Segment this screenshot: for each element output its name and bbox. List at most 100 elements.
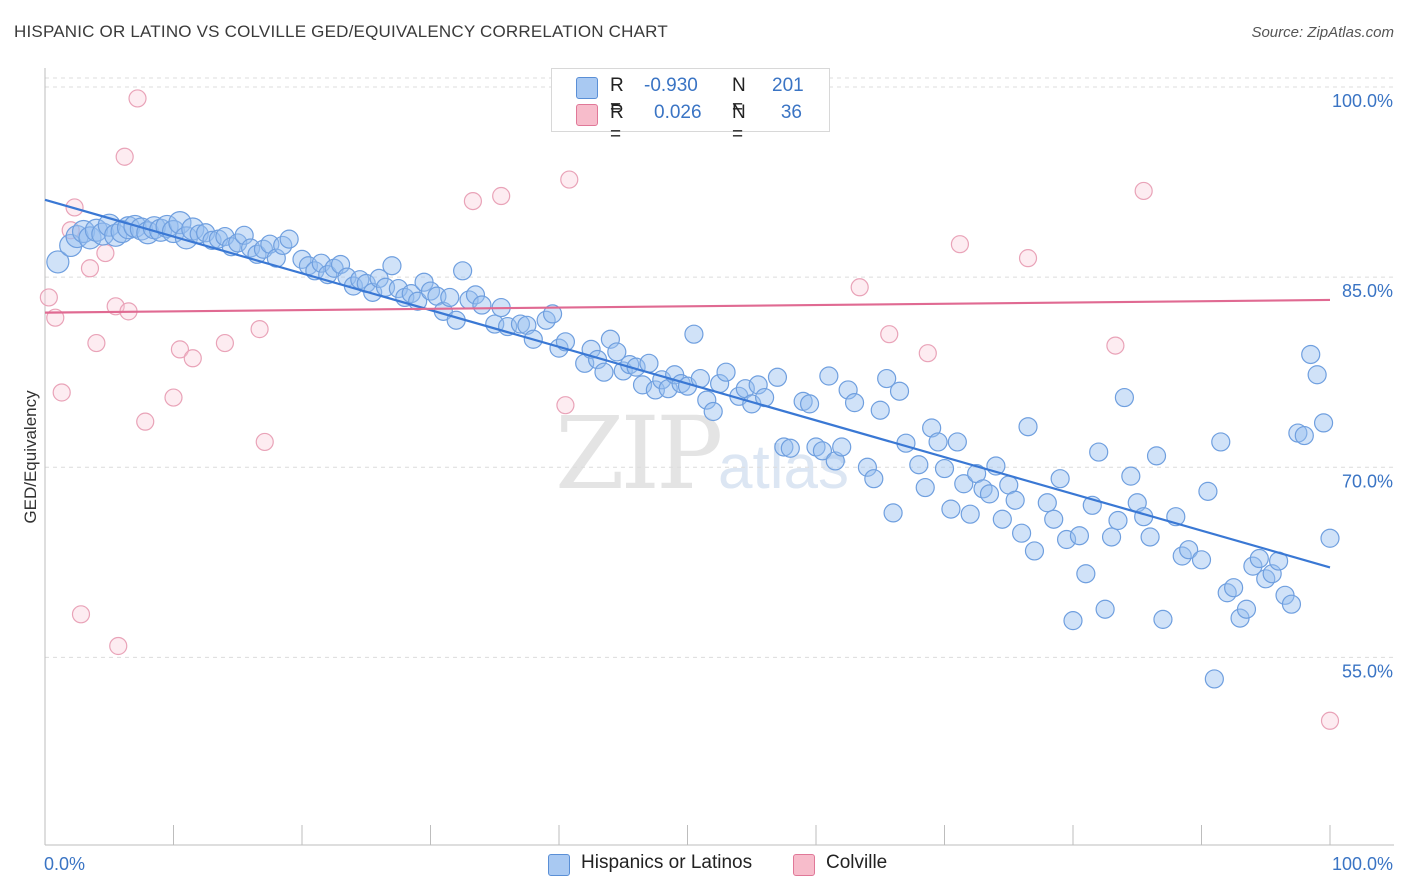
hispanic-point (1256, 569, 1276, 589)
hispanic-point (979, 484, 1000, 504)
hispanic-point (954, 474, 974, 494)
hispanic-point (716, 362, 736, 382)
hispanic-point (1198, 481, 1218, 501)
hispanic-point (1140, 527, 1160, 547)
y-tick-label: 100.0% (1332, 91, 1393, 111)
colville-point (109, 636, 128, 656)
hispanic-point (767, 367, 788, 387)
hispanic-point (915, 477, 935, 498)
hispanic-point (819, 366, 839, 386)
hispanic-point (973, 479, 993, 499)
colville-point (39, 288, 58, 307)
colville-point (71, 605, 91, 624)
hispanic-point (960, 504, 980, 524)
hispanic-point (311, 253, 331, 273)
hispanic-point (941, 499, 961, 519)
hispanic-point (202, 230, 222, 250)
y-axis-label: GED/Equivalency (21, 390, 40, 524)
legend-r-label: R = (610, 75, 624, 118)
watermark-zip: ZIP (555, 395, 723, 512)
y-tick-label: 85.0% (1342, 281, 1393, 301)
colville-point (128, 89, 147, 108)
hispanic-point (517, 315, 537, 335)
hispanic-point (453, 261, 473, 281)
hispanic-point (1243, 556, 1263, 576)
hispanic-point (363, 282, 383, 302)
hispanic-point (697, 390, 717, 410)
hispanic-point (844, 393, 865, 413)
hispanic-point (168, 211, 192, 235)
hispanic-trend-line (44, 198, 1331, 569)
hispanic-point (870, 400, 890, 420)
hispanic-point (1211, 432, 1231, 452)
y-tick-label: 70.0% (1342, 471, 1393, 491)
hispanic-point (909, 455, 929, 475)
hispanic-point (1056, 529, 1077, 550)
hispanic-point (1249, 548, 1269, 569)
chart-source: Source: ZipAtlas.com (1251, 24, 1394, 41)
hispanic-point (780, 438, 800, 458)
hispanic-point (812, 441, 833, 461)
hispanic-point (922, 418, 942, 438)
legend-n-label: N = (732, 102, 746, 145)
bottom-legend-swatch-blue (548, 854, 570, 876)
hispanic-point (1121, 466, 1141, 486)
hispanic-point (1146, 446, 1167, 466)
hispanic-point (799, 394, 820, 414)
hispanic-point (1224, 578, 1244, 598)
hispanic-point (510, 314, 531, 334)
colville-trend-line (44, 298, 1331, 314)
colville-point (250, 320, 269, 339)
hispanic-point (1307, 365, 1327, 385)
axes (44, 68, 1394, 846)
trend-lines (44, 198, 1331, 569)
hispanic-point (1313, 413, 1334, 433)
hispanic-point (1262, 564, 1282, 584)
hispanic-point (1037, 493, 1057, 513)
colville-point (560, 170, 579, 189)
hispanic-point (825, 451, 845, 471)
colville-point (215, 333, 234, 353)
hispanic-point (1204, 669, 1224, 689)
hispanic-point (1114, 387, 1135, 408)
colville-point (1018, 249, 1038, 268)
hispanic-point (1089, 442, 1109, 462)
hispanic-point (542, 304, 563, 324)
hispanic-point (748, 375, 768, 395)
colville-point (950, 235, 970, 254)
hispanic-point (857, 457, 878, 477)
hispanic-point (684, 324, 704, 344)
colville-point (492, 186, 511, 206)
colville-point (1134, 181, 1153, 201)
hispanic-point (1069, 526, 1090, 546)
colville-point (87, 333, 106, 353)
hispanic-point (1063, 611, 1083, 631)
hispanic-point (104, 223, 128, 247)
hispanic-point (703, 401, 723, 422)
colville-point (556, 396, 575, 415)
hispanic-point (420, 281, 441, 301)
colville-point (52, 383, 71, 402)
legend-swatch-pink (576, 104, 598, 126)
hispanic-point (864, 469, 884, 489)
hispanic-point (1294, 425, 1314, 446)
colville-point (80, 259, 100, 278)
hispanic-point (600, 329, 621, 349)
bottom-legend-label: Hispanics or Latinos (581, 852, 753, 873)
colville-point (880, 325, 899, 344)
bottom-legend-swatch-pink (793, 854, 815, 876)
colville-point (1106, 336, 1125, 355)
legend-swatch-blue (576, 77, 598, 99)
hispanic-point (1101, 527, 1122, 547)
colville-point (255, 432, 274, 452)
correlation-legend: R = -0.930 N = 201 R = 0.026 N = 36 (551, 68, 830, 145)
legend-r-value: 0.026 (654, 102, 702, 123)
hispanic-point (607, 342, 627, 362)
hispanic-point (639, 353, 659, 373)
colville-point (463, 191, 483, 211)
hispanic-point (838, 380, 858, 400)
hispanic-point (228, 233, 248, 253)
colville-point (115, 147, 134, 166)
hispanic-point (877, 368, 897, 389)
hispanic-point (465, 285, 486, 305)
